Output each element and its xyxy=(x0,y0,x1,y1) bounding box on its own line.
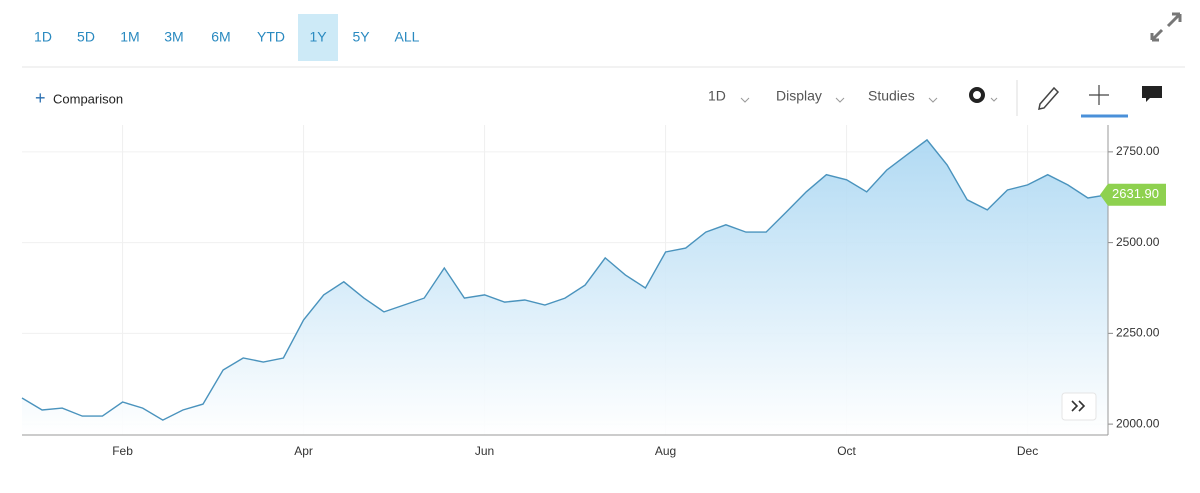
x-tick-label: Feb xyxy=(112,444,133,458)
range-button[interactable]: 1M xyxy=(120,29,139,45)
y-tick-label: 2750.00 xyxy=(1116,144,1160,158)
draw-icon[interactable] xyxy=(1038,86,1060,110)
price-label: 2631.90 xyxy=(1112,186,1159,201)
chevron xyxy=(740,97,750,103)
interval-dropdown[interactable]: 1D xyxy=(708,88,726,104)
comparison-button[interactable]: Comparison xyxy=(53,91,123,106)
chevron xyxy=(990,97,998,102)
fullscreen-icon[interactable] xyxy=(1150,12,1182,42)
plot: Feb Apr Jun Aug Oct Dec 2000.00 2250.00 2500.00 2… xyxy=(21,125,1166,458)
active-range-bg xyxy=(298,14,338,61)
x-tick-label: Aug xyxy=(655,444,676,458)
scroll-icon xyxy=(1071,400,1086,412)
range-button[interactable]: 3M xyxy=(164,29,183,45)
chevron xyxy=(835,97,845,103)
crosshair-icon[interactable] xyxy=(1089,85,1109,105)
range-button[interactable]: YTD xyxy=(257,29,285,45)
x-tick-label: Oct xyxy=(837,444,856,458)
settings-icon[interactable] xyxy=(969,87,985,103)
display-dropdown[interactable]: Display xyxy=(776,88,822,104)
range-button[interactable]: 1D xyxy=(34,29,52,45)
range-button[interactable]: ALL xyxy=(395,29,420,45)
y-tick-label: 2500.00 xyxy=(1116,235,1160,249)
x-tick-label: Jun xyxy=(475,444,494,458)
x-tick-label: Apr xyxy=(294,444,313,458)
chevron xyxy=(928,97,938,103)
price-tag xyxy=(1100,183,1166,206)
range-button[interactable]: 5Y xyxy=(352,29,370,45)
x-tick-label: Dec xyxy=(1017,444,1038,458)
studies-dropdown[interactable]: Studies xyxy=(868,88,915,104)
plus-icon[interactable]: + xyxy=(35,88,46,108)
range-button[interactable]: 1Y xyxy=(309,29,327,45)
y-tick-label: 2250.00 xyxy=(1116,326,1160,340)
range-button[interactable]: 6M xyxy=(211,29,230,45)
range-bar: 1D 5D 1M 3M 6M YTD 1Y 5Y ALL xyxy=(34,14,420,61)
comment-icon[interactable] xyxy=(1142,86,1162,102)
range-button[interactable]: 5D xyxy=(77,29,95,45)
area xyxy=(22,139,1108,435)
scroll-button[interactable] xyxy=(1061,392,1097,421)
y-tick-label: 2000.00 xyxy=(1116,416,1160,430)
line xyxy=(21,138,1109,421)
